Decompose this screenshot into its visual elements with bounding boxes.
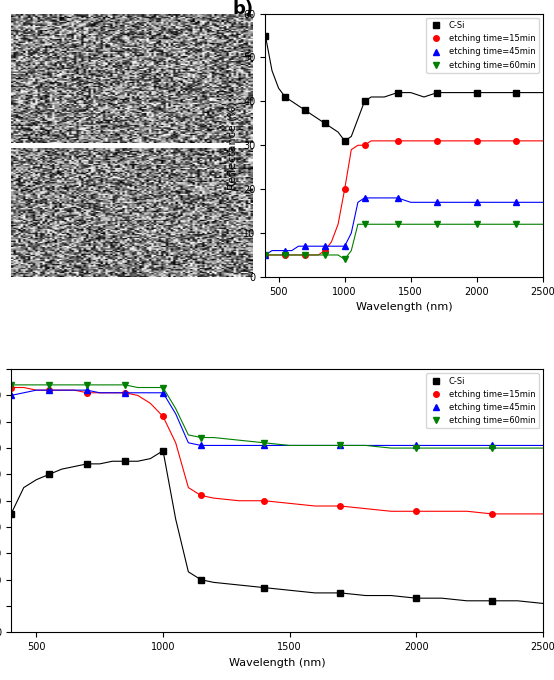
Line: etching time=15min: etching time=15min [8, 385, 495, 517]
Line: C-Si: C-Si [263, 33, 519, 143]
C-Si [361, 97, 368, 105]
etching time=15min [302, 251, 309, 259]
X-axis label: Wavelength (nm): Wavelength (nm) [356, 302, 453, 312]
Legend: C-Si, etching time=15min, etching time=45min, etching time=60min: C-Si, etching time=15min, etching time=4… [426, 373, 538, 428]
etching time=15min [122, 389, 129, 397]
etching time=60min [434, 220, 440, 228]
etching time=60min [413, 444, 419, 452]
C-Si [321, 119, 328, 127]
etching time=15min [282, 251, 289, 259]
Line: etching time=60min: etching time=60min [263, 222, 519, 262]
etching time=60min [474, 220, 480, 228]
etching time=45min [122, 389, 129, 397]
etching time=60min [84, 381, 90, 389]
etching time=45min [282, 247, 289, 255]
etching time=15min [198, 492, 204, 500]
etching time=45min [337, 441, 343, 449]
etching time=60min [341, 255, 348, 263]
C-Si [160, 447, 166, 455]
etching time=15min [262, 251, 269, 259]
etching time=15min [261, 496, 268, 505]
etching time=60min [513, 220, 520, 228]
C-Si [198, 576, 204, 584]
X-axis label: Wavelength (nm): Wavelength (nm) [229, 658, 325, 668]
C-Si [262, 31, 269, 39]
etching time=60min [361, 220, 368, 228]
etching time=45min [84, 386, 90, 394]
C-Si [489, 597, 496, 605]
etching time=45min [160, 389, 166, 397]
etching time=15min [337, 502, 343, 510]
C-Si [413, 594, 419, 602]
etching time=60min [282, 251, 289, 259]
C-Si [474, 88, 480, 97]
Line: C-Si: C-Si [8, 448, 495, 604]
etching time=45min [413, 441, 419, 449]
Y-axis label: Reflectance (%): Reflectance (%) [228, 101, 238, 190]
etching time=60min [262, 251, 269, 259]
etching time=45min [361, 194, 368, 202]
Legend: C-Si, etching time=15min, etching time=45min, etching time=60min: C-Si, etching time=15min, etching time=4… [426, 18, 538, 73]
C-Si [302, 106, 309, 114]
etching time=60min [160, 384, 166, 392]
etching time=15min [8, 384, 14, 392]
C-Si [122, 457, 129, 465]
etching time=60min [489, 444, 496, 452]
C-Si [8, 510, 14, 518]
C-Si [46, 471, 53, 479]
etching time=15min [46, 386, 53, 394]
etching time=60min [394, 220, 401, 228]
etching time=45min [341, 242, 348, 250]
etching time=60min [261, 439, 268, 447]
etching time=45min [262, 251, 269, 259]
etching time=45min [434, 199, 440, 207]
etching time=15min [321, 247, 328, 255]
etching time=45min [321, 242, 328, 250]
etching time=15min [84, 389, 90, 397]
etching time=60min [337, 441, 343, 449]
etching time=15min [413, 507, 419, 515]
Line: etching time=15min: etching time=15min [263, 138, 519, 258]
C-Si [84, 460, 90, 468]
etching time=60min [302, 251, 309, 259]
C-Si [261, 583, 268, 592]
etching time=45min [198, 441, 204, 449]
etching time=15min [434, 137, 440, 145]
C-Si [337, 589, 343, 597]
etching time=60min [321, 251, 328, 259]
etching time=45min [8, 391, 14, 399]
C-Si [341, 137, 348, 145]
Line: etching time=45min: etching time=45min [263, 195, 519, 258]
etching time=15min [513, 137, 520, 145]
etching time=15min [361, 141, 368, 150]
C-Si [513, 88, 520, 97]
etching time=45min [489, 441, 496, 449]
etching time=45min [474, 199, 480, 207]
Line: etching time=60min: etching time=60min [8, 382, 495, 451]
etching time=15min [394, 137, 401, 145]
etching time=45min [394, 194, 401, 202]
etching time=45min [46, 386, 53, 394]
etching time=15min [474, 137, 480, 145]
etching time=45min [261, 441, 268, 449]
Text: b): b) [232, 1, 253, 18]
etching time=60min [8, 381, 14, 389]
C-Si [394, 88, 401, 97]
Line: etching time=45min: etching time=45min [8, 388, 495, 448]
C-Si [282, 93, 289, 101]
etching time=15min [489, 510, 496, 518]
etching time=60min [46, 381, 53, 389]
C-Si [434, 88, 440, 97]
etching time=45min [513, 199, 520, 207]
etching time=60min [122, 381, 129, 389]
etching time=15min [341, 185, 348, 193]
etching time=15min [160, 412, 166, 420]
etching time=60min [198, 433, 204, 441]
etching time=45min [302, 242, 309, 250]
